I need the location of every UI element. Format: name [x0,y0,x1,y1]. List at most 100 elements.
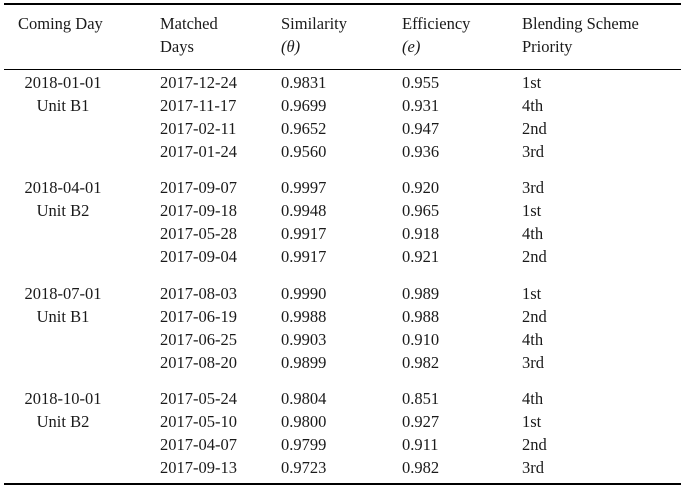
priority-cell: 3rd [522,353,544,372]
header-matched-days-line2: Days [160,37,194,56]
similarity-cell: 0.9804 [281,389,327,408]
priority-cell: 2nd [522,247,547,266]
efficiency-cell: 0.931 [402,96,440,115]
header-efficiency-line1: Efficiency [402,14,471,33]
similarity-cell: 0.9990 [281,284,327,303]
efficiency-cell: 0.989 [402,284,440,303]
similarity-cell: 0.9652 [281,119,327,138]
similarity-cell: 0.9831 [281,73,327,92]
header-blending-line2: Priority [522,37,573,56]
table-row: 2017-05-10 0.9800 0.927 1st [0,410,686,433]
table-row: 2017-09-13 0.9723 0.982 3rd [0,456,686,479]
header-matched-days: Matched Days [160,12,218,58]
efficiency-cell: 0.988 [402,307,440,326]
coming-day-unit: Unit B1 [36,96,90,115]
priority-cell: 1st [522,73,542,92]
coming-day-cell: 2018-01-01 Unit B1 [18,71,118,117]
coming-day-cell: 2018-07-01 Unit B1 [18,282,118,328]
priority-cell: 4th [522,96,544,115]
table-row: 2017-04-07 0.9799 0.911 2nd [0,433,686,456]
priority-cell: 3rd [522,142,544,161]
similarity-cell: 0.9899 [281,353,327,372]
table-row: 2017-08-03 0.9990 0.989 1st [0,282,686,305]
efficiency-cell: 0.851 [402,389,440,408]
header-blending-priority: Blending Scheme Priority [522,12,639,58]
header-coming-day: Coming Day [18,12,103,35]
header-efficiency: Efficiency (e) [402,12,470,58]
efficiency-cell: 0.947 [402,119,440,138]
table-row: 2017-09-18 0.9948 0.965 1st [0,199,686,222]
similarity-cell: 0.9799 [281,435,327,454]
priority-cell: 4th [522,389,544,408]
efficiency-cell: 0.927 [402,412,440,431]
header-similarity-line1: Similarity [281,14,347,33]
matched-day-cell: 2017-01-24 [160,142,237,161]
priority-cell: 4th [522,330,544,349]
matched-day-cell: 2017-09-04 [160,247,237,266]
header-similarity-symbol: (θ) [281,37,301,56]
similarity-cell: 0.9723 [281,458,327,477]
table-row: 2017-12-24 0.9831 0.955 1st [0,71,686,94]
efficiency-cell: 0.921 [402,247,440,266]
table-row: 2017-06-25 0.9903 0.910 4th [0,328,686,351]
similarity-cell: 0.9800 [281,412,327,431]
table-row: 2017-01-24 0.9560 0.936 3rd [0,140,686,163]
similarity-cell: 0.9560 [281,142,327,161]
priority-cell: 1st [522,412,542,431]
header-coming-day-label: Coming Day [18,14,103,33]
priority-cell: 1st [522,284,542,303]
matched-day-cell: 2017-08-03 [160,284,237,303]
similarity-cell: 0.9988 [281,307,327,326]
table-row: 2017-05-28 0.9917 0.918 4th [0,222,686,245]
coming-day-unit: Unit B2 [36,201,90,220]
table-row: 2017-05-24 0.9804 0.851 4th [0,387,686,410]
efficiency-cell: 0.982 [402,353,440,372]
priority-cell: 1st [522,201,542,220]
efficiency-cell: 0.965 [402,201,440,220]
header-rule [4,69,681,71]
efficiency-cell: 0.911 [402,435,439,454]
coming-day-unit: Unit B1 [36,307,90,326]
matched-day-cell: 2017-09-07 [160,178,237,197]
matched-day-cell: 2017-09-18 [160,201,237,220]
similarity-cell: 0.9903 [281,330,327,349]
table-row: 2017-02-11 0.9652 0.947 2nd [0,117,686,140]
similarity-cell: 0.9997 [281,178,327,197]
table-row: 2017-09-04 0.9917 0.921 2nd [0,245,686,268]
matched-day-cell: 2017-02-11 [160,119,237,138]
table-group: 2018-04-01 Unit B2 2017-09-07 0.9997 0.920 3r… [0,176,686,268]
matched-day-cell: 2017-04-07 [160,435,237,454]
header-matched-days-line1: Matched [160,14,218,33]
bottom-rule [4,483,681,485]
header-similarity: Similarity (θ) [281,12,347,58]
similarity-cell: 0.9699 [281,96,327,115]
table-group: 2018-01-01 Unit B1 2017-12-24 0.9831 0.955 1s… [0,71,686,163]
efficiency-cell: 0.955 [402,73,440,92]
coming-day-date: 2018-10-01 [24,389,102,408]
matched-day-cell: 2017-06-25 [160,330,237,349]
table-group: 2018-10-01 Unit B2 2017-05-24 0.9804 0.851 4t… [0,387,686,479]
matched-day-cell: 2017-05-28 [160,224,237,243]
coming-day-date: 2018-01-01 [24,73,102,92]
top-rule [4,3,681,5]
coming-day-date: 2018-07-01 [24,284,102,303]
matched-day-cell: 2017-05-10 [160,412,237,431]
similarity-cell: 0.9948 [281,201,327,220]
similarity-cell: 0.9917 [281,224,327,243]
efficiency-cell: 0.982 [402,458,440,477]
coming-day-date: 2018-04-01 [24,178,102,197]
priority-cell: 3rd [522,178,544,197]
priority-cell: 2nd [522,119,547,138]
priority-cell: 2nd [522,435,547,454]
matched-day-cell: 2017-05-24 [160,389,237,408]
efficiency-cell: 0.920 [402,178,440,197]
table-row: 2017-08-20 0.9899 0.982 3rd [0,351,686,374]
matched-day-cell: 2017-11-17 [160,96,237,115]
similarity-cell: 0.9917 [281,247,327,266]
priority-cell: 4th [522,224,544,243]
matched-day-cell: 2017-09-13 [160,458,237,477]
header-blending-line1: Blending Scheme [522,14,639,33]
priority-cell: 3rd [522,458,544,477]
table-group: 2018-07-01 Unit B1 2017-08-03 0.9990 0.989 1s… [0,282,686,374]
table-row: 2017-11-17 0.9699 0.931 4th [0,94,686,117]
